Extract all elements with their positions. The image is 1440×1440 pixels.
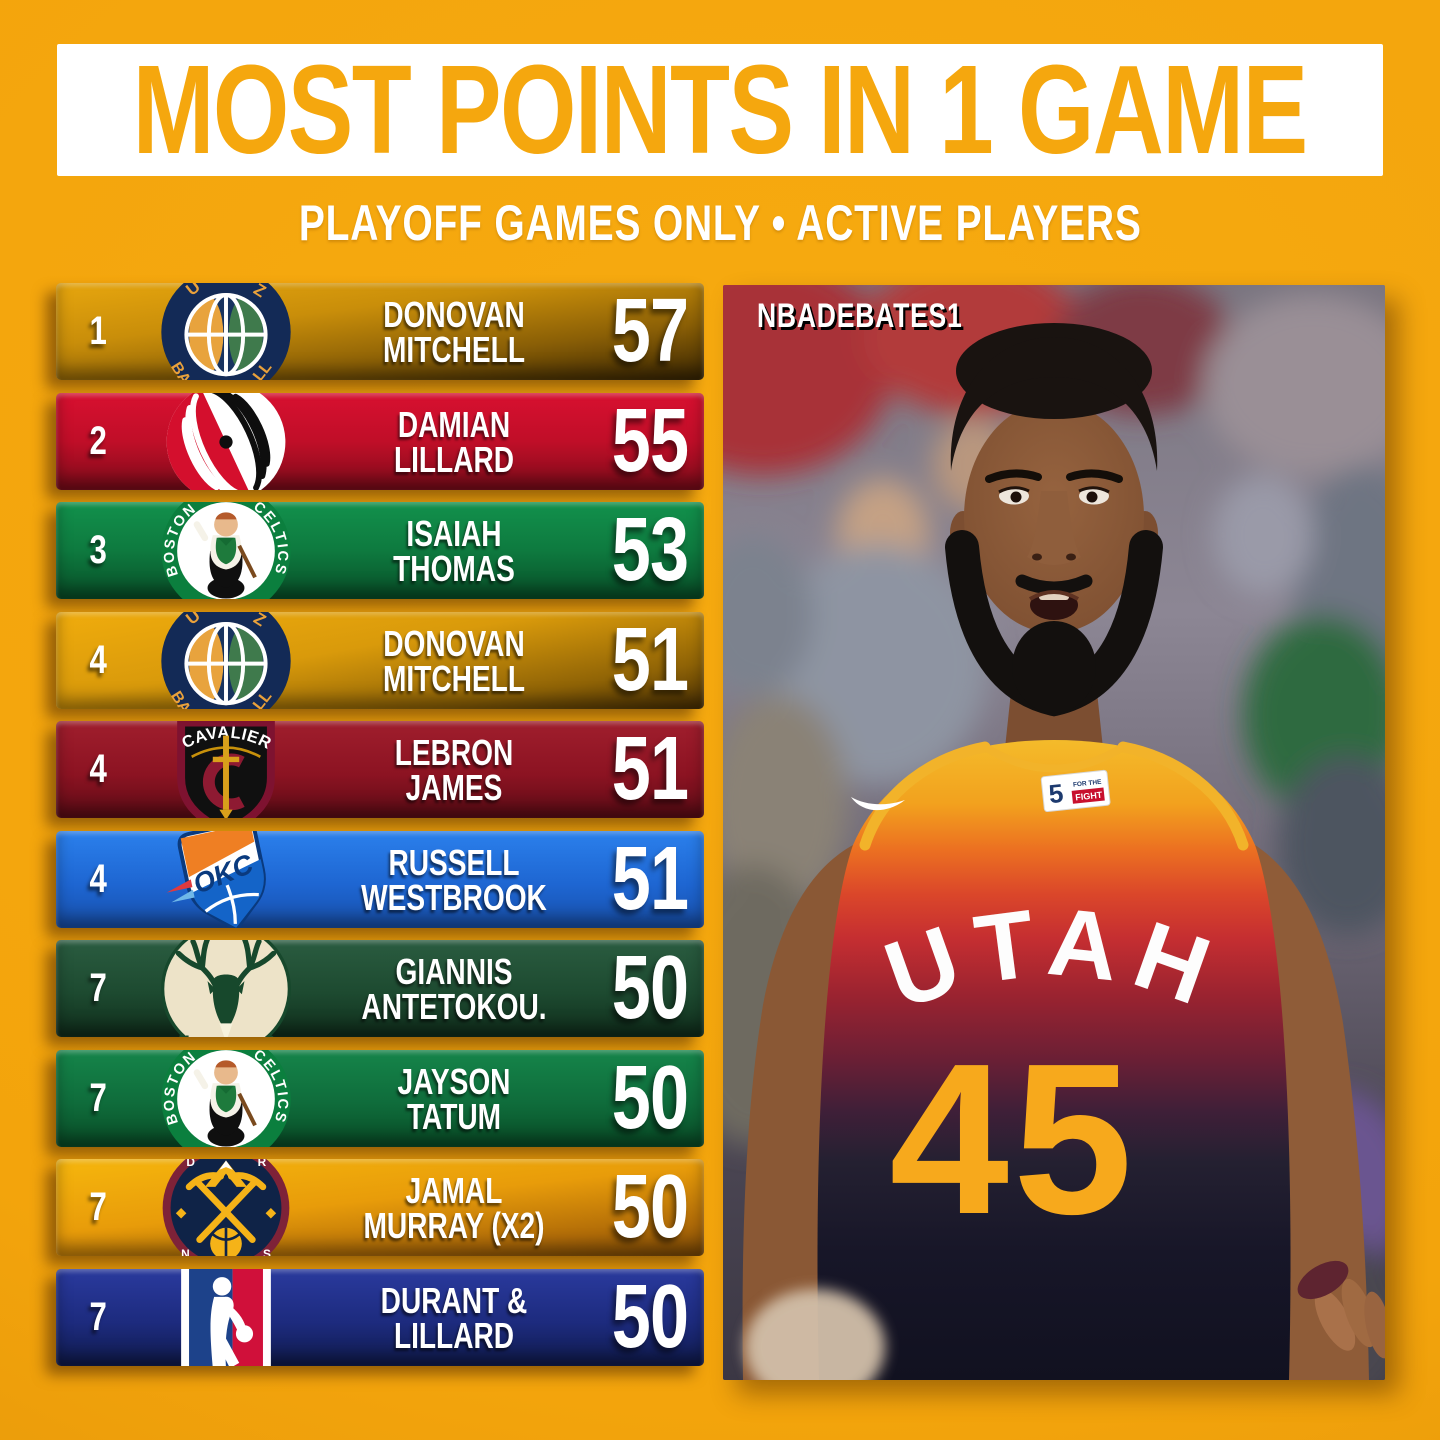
- player-name: RUSSELL WESTBROOK: [361, 841, 547, 918]
- rank-label: 7: [89, 1076, 107, 1120]
- table-row: 7 JAMAL MURRAY (X2) 50: [56, 1159, 704, 1256]
- player-name: DONOVAN MITCHELL: [383, 293, 525, 370]
- rank-label: 7: [89, 1295, 107, 1339]
- points-value: 50: [611, 1269, 689, 1366]
- player-name: GIANNIS ANTETOKOU.: [361, 950, 547, 1027]
- table-row: 4 RUSSELL WESTBROOK 51: [56, 831, 704, 928]
- table-row: 4 LEBRON JAMES 51: [56, 721, 704, 818]
- player-name: JAYSON TATUM: [397, 1060, 511, 1137]
- celtics-logo: [140, 502, 312, 599]
- page-title: MOST POINTS IN 1 GAME: [133, 39, 1309, 180]
- table-row: 3 ISAIAH THOMAS 53: [56, 502, 704, 599]
- rank-label: 4: [89, 857, 107, 901]
- player-name: DAMIAN LILLARD: [393, 403, 515, 480]
- cavaliers-logo: [140, 721, 312, 818]
- player-hand: [1297, 1260, 1385, 1359]
- rank-label: 4: [89, 638, 107, 682]
- player-photo-art: 5 FOR THE FIGHT UTAH 45: [723, 285, 1385, 1380]
- player-name: DURANT & LILLARD: [380, 1279, 528, 1356]
- points-value: 53: [611, 502, 689, 599]
- rank-label: 7: [89, 1185, 107, 1229]
- celtics-logo: [140, 1050, 312, 1147]
- points-value: 50: [611, 940, 689, 1037]
- jersey-patch: 5 FOR THE FIGHT: [1040, 769, 1111, 813]
- nuggets-logo: [140, 1159, 312, 1256]
- nba-logo: [140, 1269, 312, 1366]
- jersey-number: 45: [889, 1018, 1136, 1259]
- thunder-logo: [140, 831, 312, 928]
- rank-label: 1: [89, 309, 107, 353]
- title-band: MOST POINTS IN 1 GAME: [57, 44, 1383, 176]
- points-value: 55: [611, 393, 689, 490]
- bucks-logo: [140, 940, 312, 1037]
- donovan-mitchell-figure: 5 FOR THE FIGHT UTAH 45: [742, 323, 1385, 1380]
- svg-text:5: 5: [1047, 778, 1065, 809]
- utah-jazz-logo: [140, 283, 312, 380]
- watermark: NBADEBATES1: [757, 297, 963, 335]
- utah-jazz-logo: [140, 612, 312, 709]
- points-value: 50: [611, 1159, 689, 1256]
- player-photo: 5 FOR THE FIGHT UTAH 45: [723, 285, 1385, 1380]
- svg-text:FOR THE: FOR THE: [1073, 779, 1103, 789]
- player-name: LEBRON JAMES: [394, 731, 514, 808]
- rank-label: 3: [89, 528, 107, 572]
- points-value: 51: [611, 612, 689, 709]
- player-name: DONOVAN MITCHELL: [383, 622, 525, 699]
- table-row: 4 DONOVAN MITCHELL 51: [56, 612, 704, 709]
- page-subtitle: PLAYOFF GAMES ONLY • ACTIVE PLAYERS: [298, 195, 1142, 251]
- points-value: 51: [611, 721, 689, 818]
- table-row: 7 JAYSON TATUM 50: [56, 1050, 704, 1147]
- table-row: 2 DAMIAN LILLARD 55: [56, 393, 704, 490]
- rank-label: 4: [89, 747, 107, 791]
- points-value: 57: [611, 283, 689, 380]
- player-name: ISAIAH THOMAS: [393, 512, 515, 589]
- svg-text:FIGHT: FIGHT: [1075, 790, 1103, 803]
- table-row: 7 GIANNIS ANTETOKOU. 50: [56, 940, 704, 1037]
- rank-label: 7: [89, 966, 107, 1010]
- player-name: JAMAL MURRAY (X2): [363, 1169, 545, 1246]
- table-row: 7 DURANT & LILLARD 50: [56, 1269, 704, 1366]
- trail-blazers-logo: [140, 393, 312, 490]
- nike-swoosh-icon: [851, 797, 905, 811]
- points-value: 50: [611, 1050, 689, 1147]
- points-value: 51: [611, 831, 689, 928]
- rank-label: 2: [89, 419, 107, 463]
- table-row: 1 DONOVAN MITCHELL 57: [56, 283, 704, 380]
